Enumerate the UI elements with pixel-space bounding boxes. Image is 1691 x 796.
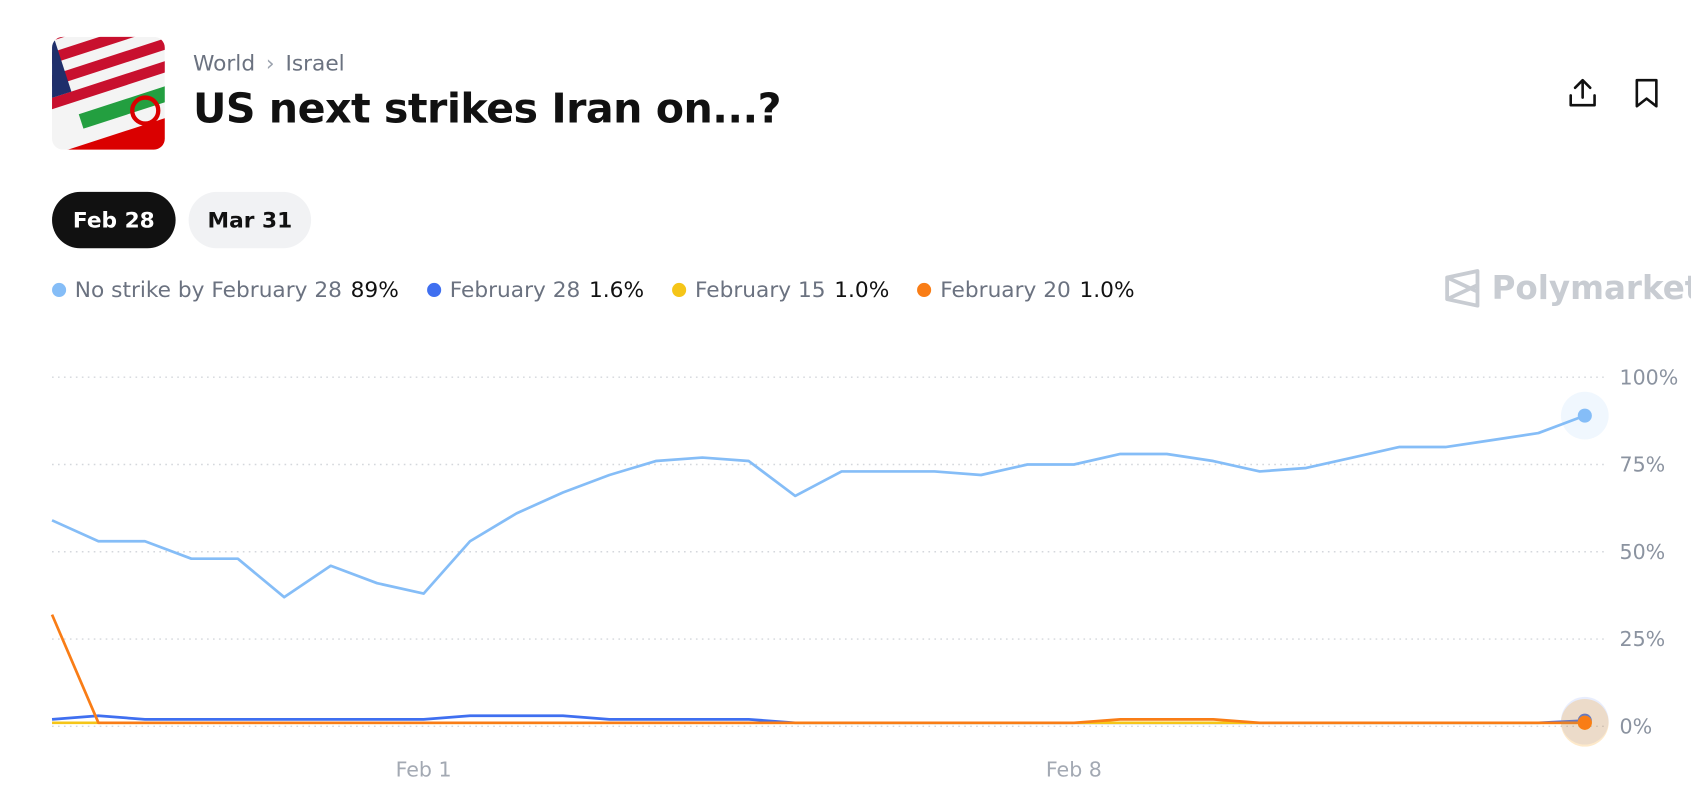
legend-item: February 20 1.0% [917,276,1135,303]
legend-item: No strike by February 28 89% [52,276,399,302]
legend-name: February 15 [695,276,826,303]
legend-swatch [917,282,932,297]
x-tick-label: Feb 8 [1046,758,1102,782]
brand-name: Polymarket [1491,269,1691,308]
series-line [50,614,1585,725]
legend-swatch [52,282,67,297]
legend-name: No strike by February 28 [74,276,342,303]
legend-value: 1.6% [588,276,645,303]
y-tick-label: 50% [1619,540,1665,564]
legend-value: 1.0% [834,276,890,303]
legend-name: February 20 [940,276,1071,303]
series-line [51,414,1586,599]
legend-value: 89% [350,276,399,303]
bookmark-button[interactable] [1629,76,1664,111]
legend-name: February 28 [449,276,581,303]
y-tick-label: 25% [1619,627,1665,651]
brand-logo [1445,269,1480,308]
y-tick-label: 100% [1619,365,1678,389]
legend: No strike by February 28 89% February 28 1.… [52,276,1135,302]
breadcrumb: World › Israel [192,49,345,76]
breadcrumb-link[interactable]: World [192,49,256,76]
tab[interactable]: Mar 31 [188,191,312,249]
y-tick-label: 75% [1619,453,1665,477]
x-tick-label: Feb 1 [396,758,452,782]
y-tick-label: 0% [1619,714,1652,738]
legend-swatch [426,282,442,297]
end-dot [1577,715,1592,730]
legend-value: 1.0% [1079,276,1135,303]
share-button[interactable] [1565,76,1600,111]
tab-active[interactable]: Feb 28 [52,191,176,249]
legend-swatch [672,282,687,297]
breadcrumb-link[interactable]: Israel [285,49,345,76]
legend-item: February 15 1.0% [672,276,889,302]
market-title: US next strikes Iran on...? [192,84,782,133]
end-dot [1577,408,1592,423]
watermark: Polymarket [1444,269,1691,308]
legend-item: February 28 1.6% [426,276,645,303]
market-image [52,36,165,150]
